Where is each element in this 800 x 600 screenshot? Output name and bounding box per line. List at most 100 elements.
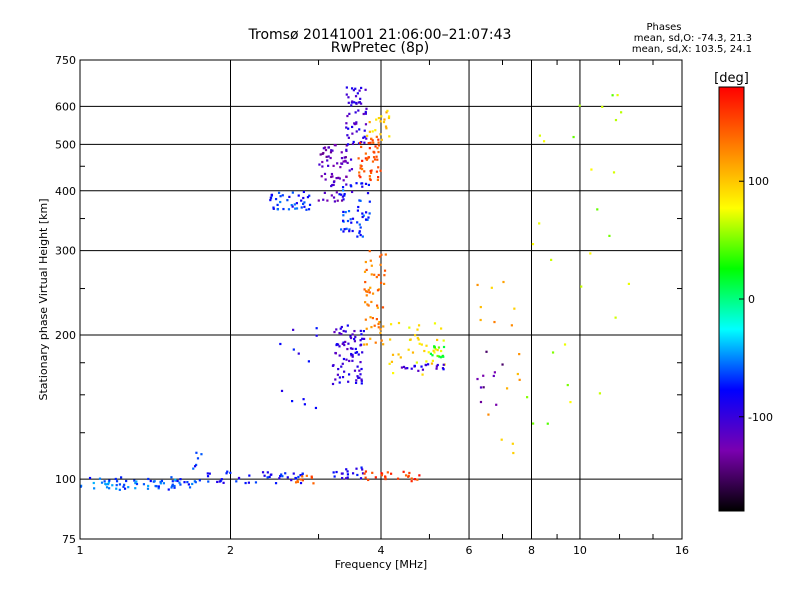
data-point xyxy=(526,396,529,399)
data-point xyxy=(389,323,393,326)
data-point xyxy=(300,206,303,209)
data-point xyxy=(490,286,493,289)
data-point xyxy=(360,382,363,385)
data-point xyxy=(370,300,373,304)
data-point xyxy=(153,480,156,483)
data-point xyxy=(364,280,367,284)
data-point xyxy=(338,345,341,348)
data-point xyxy=(147,477,150,481)
data-point xyxy=(360,145,363,149)
data-point xyxy=(627,282,630,286)
data-point xyxy=(338,332,341,335)
phases-o-mode-stats: mean, sd,O: -74.3, 21.3 xyxy=(633,33,752,44)
data-point xyxy=(345,183,348,186)
data-point xyxy=(376,306,379,309)
data-point xyxy=(333,475,336,478)
data-point xyxy=(566,383,569,387)
data-point xyxy=(340,151,343,154)
data-point xyxy=(375,155,378,158)
data-point xyxy=(363,135,366,138)
data-point xyxy=(367,141,370,145)
data-point xyxy=(305,474,308,477)
data-point xyxy=(193,465,197,468)
data-point xyxy=(321,165,324,168)
data-point xyxy=(377,150,380,154)
data-point xyxy=(350,104,353,107)
data-point xyxy=(359,477,363,480)
data-point xyxy=(601,105,604,108)
data-point xyxy=(295,207,299,210)
data-point xyxy=(318,163,321,166)
x-tick-label: 10 xyxy=(573,544,587,557)
data-point xyxy=(115,480,119,483)
data-point xyxy=(346,324,349,327)
data-point xyxy=(173,486,176,489)
data-point xyxy=(351,142,355,146)
colorbar-tick-label: -100 xyxy=(748,411,773,424)
data-point xyxy=(366,303,369,306)
data-point xyxy=(346,470,349,473)
colorbar-tick-label: 100 xyxy=(748,175,769,188)
data-point xyxy=(351,347,354,350)
data-point xyxy=(186,480,189,484)
data-point xyxy=(247,481,251,484)
data-point xyxy=(377,322,380,326)
data-point xyxy=(332,196,336,199)
data-point xyxy=(432,349,435,352)
data-point xyxy=(354,87,357,90)
data-point xyxy=(596,208,599,211)
data-point xyxy=(376,147,379,150)
data-point xyxy=(377,326,380,329)
plot-frame xyxy=(79,59,683,540)
data-point xyxy=(323,172,327,176)
data-point xyxy=(216,480,219,484)
data-point xyxy=(340,332,343,336)
data-point xyxy=(302,196,305,200)
data-point xyxy=(127,486,130,489)
data-point xyxy=(598,392,602,395)
data-point xyxy=(170,476,173,479)
data-point xyxy=(353,337,356,341)
data-point xyxy=(430,362,434,365)
data-point xyxy=(293,203,296,206)
data-point xyxy=(334,352,338,355)
data-point xyxy=(513,307,516,310)
data-point xyxy=(307,208,311,211)
data-point xyxy=(329,156,332,160)
data-point xyxy=(360,367,363,371)
data-point xyxy=(580,285,583,288)
data-point xyxy=(371,160,375,163)
data-point xyxy=(356,473,359,477)
data-point xyxy=(364,182,368,185)
data-point xyxy=(327,146,330,149)
data-point xyxy=(269,196,272,199)
data-point xyxy=(108,479,111,482)
data-point xyxy=(538,222,541,225)
data-point xyxy=(356,365,359,368)
data-point xyxy=(326,199,329,202)
data-point xyxy=(331,149,334,152)
data-point xyxy=(343,343,346,347)
data-point xyxy=(353,369,357,372)
data-point xyxy=(336,343,340,346)
data-point xyxy=(360,333,363,336)
data-point xyxy=(495,403,498,406)
data-point xyxy=(292,328,295,331)
data-point xyxy=(142,483,146,486)
data-point xyxy=(367,156,371,159)
data-point xyxy=(356,209,360,212)
data-point xyxy=(348,169,351,172)
data-point xyxy=(296,480,299,484)
data-point xyxy=(374,341,377,344)
data-point xyxy=(404,474,408,477)
y-axis-ticks: 75 100 200 300 400 500 600 750 xyxy=(55,54,682,546)
data-point xyxy=(312,482,315,485)
data-point xyxy=(364,152,367,155)
data-point xyxy=(115,484,118,487)
data-point xyxy=(375,275,378,279)
data-point xyxy=(341,477,344,480)
data-point xyxy=(345,144,348,147)
data-point xyxy=(327,164,330,167)
y-tick-label: 200 xyxy=(55,329,76,342)
